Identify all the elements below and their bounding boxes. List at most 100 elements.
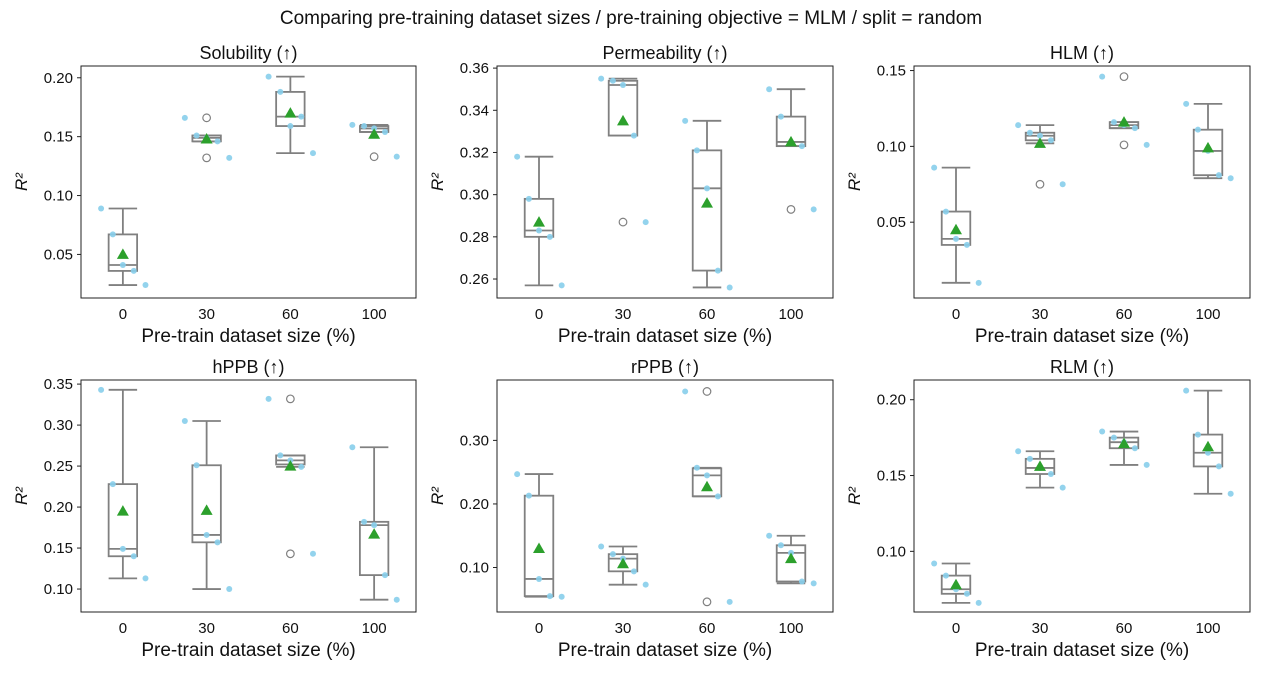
y-tick-label: 0.15 [44,540,73,557]
x-tick-label: 0 [952,620,960,637]
box-60 [1108,72,1140,150]
outlier-marker [202,113,212,123]
box-iqr [191,464,222,544]
y-axis-label: R² [845,172,864,191]
data-point [942,572,949,579]
x-tick-label: 60 [282,306,299,323]
outlier-marker [702,387,712,396]
mean-marker [284,107,297,118]
data-point [766,86,773,93]
mean-marker [1034,460,1046,471]
y-tick-label: 0.10 [44,581,73,598]
mean-marker [617,114,629,126]
x-tick-label: 100 [778,306,803,323]
mean-marker [200,133,213,144]
y-axis-label: R² [428,486,447,505]
mean-marker [200,504,213,515]
data-point [609,551,616,558]
data-point [598,543,605,550]
data-point [109,481,116,488]
box-0 [107,207,139,286]
mean-marker [950,223,962,235]
box-iqr [1024,457,1056,475]
data-point [1015,122,1022,129]
outlier-marker [786,205,796,214]
mean-marker [1202,440,1214,452]
data-point [777,542,784,549]
x-tick-label: 60 [1116,306,1133,323]
data-point [682,388,689,395]
box-iqr [107,483,139,558]
data-point [1215,463,1222,470]
x-tick-label: 30 [198,620,215,637]
y-axis-label: R² [428,172,447,191]
data-point [361,518,368,525]
data-point [98,386,105,393]
outlier-marker [618,217,628,227]
mean-marker [1118,116,1130,127]
data-point [975,279,982,286]
data-point [1026,455,1033,462]
box-0 [107,388,139,580]
box-iqr [940,574,972,595]
x-axis-label: Pre-train dataset size (%) [141,326,355,347]
mean-marker [368,128,381,139]
x-tick-label: 100 [1195,306,1220,323]
x-axis-label: Pre-train dataset size (%) [558,326,772,347]
plot-frame [496,65,834,299]
y-tick-label: 0.30 [460,432,489,449]
outlier-marker [1119,72,1129,82]
box-100 [358,446,390,601]
box-60 [275,394,306,559]
data-point [109,231,116,238]
data-point [193,132,200,139]
data-point [620,81,626,88]
y-tick-label: 0.36 [460,60,489,77]
data-point [514,153,521,160]
box-100 [775,88,807,214]
box-30 [607,77,639,227]
data-point [693,147,700,154]
data-point [1227,490,1234,497]
subplot-3: HLM (↑) 0.05 0.10 0.15 R² 0 30 60 100 Pre-train d… [845,43,1251,347]
data-point [682,117,689,124]
box-30 [607,545,639,586]
data-point [766,532,773,539]
box-iqr [775,544,807,583]
data-point [963,590,970,597]
x-tick-label: 100 [778,620,803,637]
data-point [931,164,938,171]
data-point [810,206,817,213]
x-tick-label: 60 [699,620,716,637]
data-point [546,233,553,240]
y-tick-label: 0.15 [877,63,906,80]
data-point [142,282,149,289]
x-tick-label: 0 [119,306,127,323]
y-axis-label: R² [12,486,31,505]
mean-marker [950,578,962,590]
data-point [726,284,733,291]
data-point [1059,181,1066,188]
data-point [214,138,221,145]
box-iqr [607,79,639,137]
data-point [393,596,400,603]
box-iqr [358,520,390,577]
subplot-6: RLM (↑) 0.10 0.15 0.20 R² 0 30 60 100 Pre-train d… [845,357,1251,661]
box-60 [691,119,723,289]
plot-frame [496,379,834,613]
box-100 [1192,389,1224,495]
mean-marker [1202,141,1214,153]
y-tick-label: 0.15 [877,468,906,485]
box-iqr [523,197,555,238]
mean-marker [368,528,381,539]
subplot-2: Permeability (↑) 0.26 0.28 0.30 0.32 0.34 0.36… [428,43,834,347]
data-point [1131,125,1138,132]
outlier-marker [202,153,212,163]
data-point [361,123,368,130]
box-iqr [691,467,723,498]
data-point [298,463,305,470]
x-tick-label: 30 [615,620,632,637]
data-point [630,132,637,139]
data-point [193,462,200,469]
data-point [1099,73,1106,80]
